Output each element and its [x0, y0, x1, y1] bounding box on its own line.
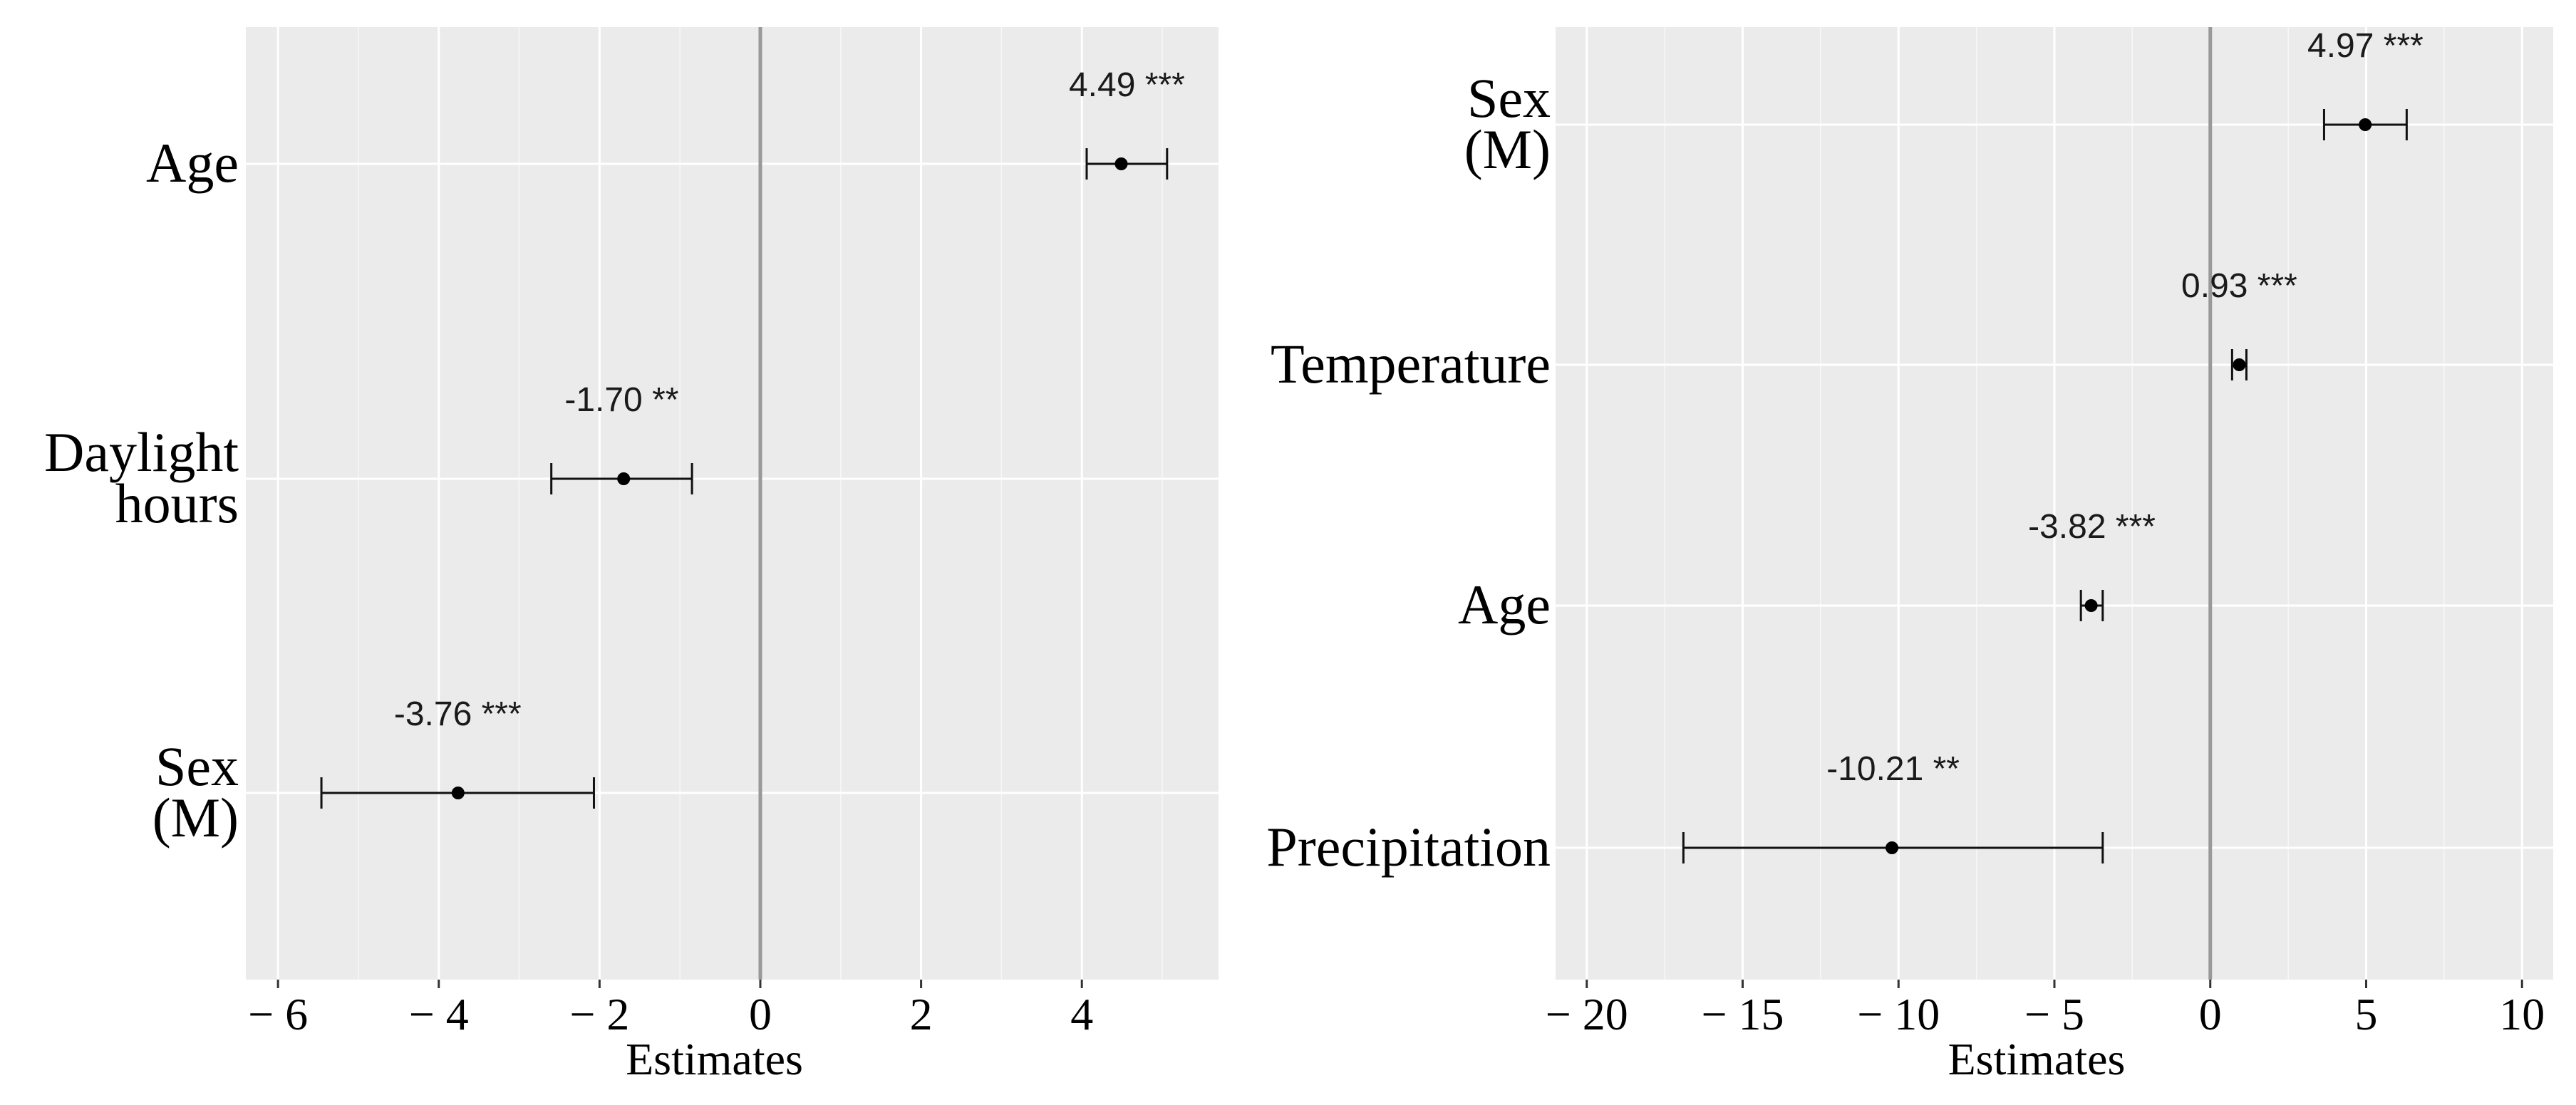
- x-tick-label: 10: [2499, 989, 2545, 1039]
- estimate-label: 4.97 ***: [2307, 27, 2424, 65]
- estimate-point: [1114, 157, 1128, 170]
- x-axis-title: Estimates: [1948, 1034, 2126, 1084]
- estimate-point: [617, 472, 631, 485]
- estimate-label: -10.21 **: [1826, 750, 1960, 788]
- x-tick-label: − 20: [1546, 989, 1628, 1039]
- y-term-label: Sex (M): [1464, 67, 1551, 180]
- estimate-point: [2233, 358, 2246, 371]
- estimate-label: -3.82 ***: [2028, 508, 2156, 546]
- x-tick-label: − 5: [2024, 989, 2084, 1039]
- y-term-label: Age: [1458, 574, 1551, 635]
- y-term-label: Age: [146, 132, 239, 194]
- y-term-label: Daylight hours: [44, 421, 239, 534]
- estimate-point: [2084, 599, 2098, 612]
- estimate-label: 0.93 ***: [2181, 267, 2297, 305]
- x-tick-label: 2: [910, 989, 933, 1039]
- x-axis-title: Estimates: [626, 1034, 803, 1084]
- x-tick-label: 0: [2199, 989, 2222, 1039]
- x-tick-label: 5: [2355, 989, 2378, 1039]
- x-tick-label: − 4: [409, 989, 469, 1039]
- estimate-label: -3.76 ***: [394, 695, 522, 733]
- y-term-label: Sex (M): [152, 735, 239, 849]
- y-term-label: Precipitation: [1266, 816, 1551, 878]
- plot-background: [246, 27, 1219, 980]
- x-tick-label: 0: [749, 989, 772, 1039]
- right-forest-plot: − 20 − 15 − 10 − 5 0 5 10 Estimates 4.97 *** Sex(…: [1266, 27, 2553, 1084]
- estimate-point: [1886, 841, 1899, 854]
- estimate-point: [451, 787, 465, 799]
- x-tick-label: − 15: [1701, 989, 1784, 1039]
- x-tick-label: − 6: [248, 989, 308, 1039]
- left-forest-plot: − 6 − 4 − 2 0 2 4 Estimates 4.49 *** Age -1.70 **…: [44, 27, 1219, 1084]
- estimate-point: [2359, 118, 2372, 131]
- x-tick-label: 4: [1070, 989, 1093, 1039]
- x-tick-label: − 10: [1857, 989, 1940, 1039]
- x-tick-label: − 2: [569, 989, 629, 1039]
- y-term-label: Temperature: [1271, 333, 1551, 395]
- estimate-label: 4.49 ***: [1069, 66, 1185, 104]
- estimate-label: -1.70 **: [564, 381, 678, 419]
